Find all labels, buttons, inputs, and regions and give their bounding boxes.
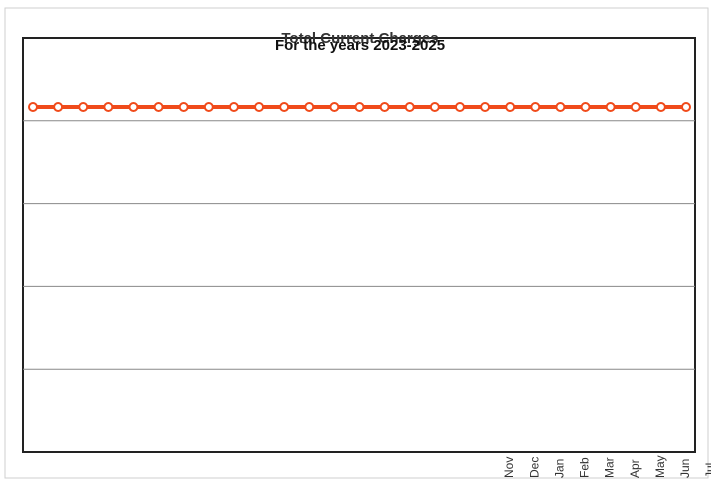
data-point [530, 102, 541, 112]
data-point [329, 102, 340, 112]
x-tick-label: Jan [552, 459, 566, 478]
data-point [28, 102, 38, 112]
data-point [605, 102, 616, 112]
data-point [53, 102, 64, 112]
data-point [681, 102, 691, 112]
data-point [379, 102, 390, 112]
x-tick-label: Jun [678, 459, 692, 478]
x-tick-labels: Nov Dec Jan Feb Mar Apr May Jun Jul [502, 455, 711, 478]
chart-subtitle: For the years 2023-2025 [274, 37, 446, 54]
data-point [128, 102, 139, 112]
x-tick-label: Dec [527, 457, 541, 478]
data-point [580, 102, 591, 112]
data-point [228, 102, 239, 112]
data-point [404, 102, 415, 112]
data-point [203, 102, 214, 112]
data-point [103, 102, 114, 112]
plot-area [22, 37, 696, 453]
data-point [429, 102, 440, 112]
data-point [279, 102, 290, 112]
data-point [505, 102, 516, 112]
data-point [655, 102, 666, 112]
data-point [354, 102, 365, 112]
data-point [480, 102, 491, 112]
data-point [555, 102, 566, 112]
series-layer [28, 102, 691, 112]
chart-title: Total Current Charges [281, 30, 439, 47]
data-point [304, 102, 315, 112]
data-point [78, 102, 89, 112]
gridlines [23, 120, 695, 370]
x-tick-label: Nov [502, 457, 516, 478]
x-tick-label: Apr [628, 459, 642, 478]
data-point [454, 102, 465, 112]
x-tick-label: Mar [603, 457, 617, 478]
x-tick-label: May [653, 455, 667, 478]
data-point [153, 102, 164, 112]
x-tick-label: Jul [703, 463, 711, 478]
data-point [630, 102, 641, 112]
data-point [178, 102, 189, 112]
x-tick-label: Feb [578, 457, 592, 478]
data-point [254, 102, 265, 112]
